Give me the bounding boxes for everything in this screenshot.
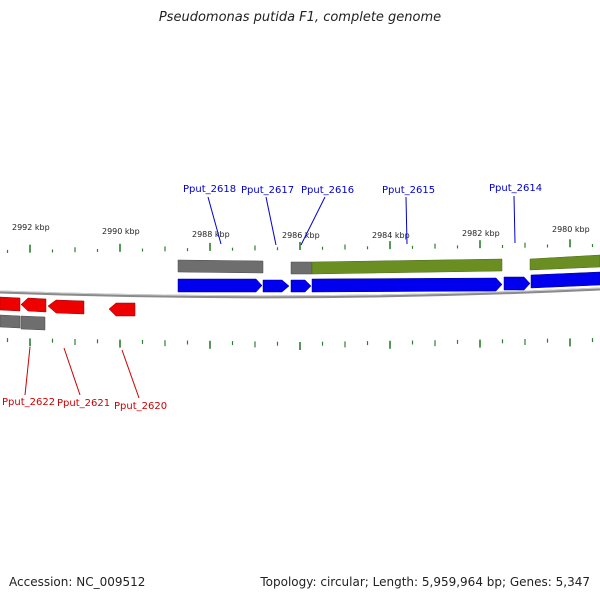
reverse-cds-track bbox=[0, 296, 136, 317]
forward-cds-track bbox=[177, 271, 600, 293]
gene-label-pput-2620[interactable]: Pput_2620 bbox=[114, 401, 167, 412]
gene-label-pput-2615[interactable]: Pput_2615 bbox=[382, 185, 435, 196]
genome-summary-text: Topology: circular; Length: 5,959,964 bp… bbox=[260, 575, 590, 589]
gene-label-pput-2618[interactable]: Pput_2618 bbox=[183, 184, 236, 195]
cds-arrow-pput-2622[interactable] bbox=[20, 297, 47, 313]
feature-track bbox=[177, 254, 600, 275]
cds-arrow-pput-2617[interactable] bbox=[262, 279, 290, 293]
feature-track-lower bbox=[0, 314, 46, 331]
cds-arrow-pput-2615[interactable] bbox=[311, 277, 503, 293]
gray-feature-block[interactable] bbox=[290, 261, 313, 275]
accession-text: Accession: NC_009512 bbox=[9, 575, 146, 589]
cds-arrow-reverse[interactable] bbox=[0, 296, 21, 312]
gene-label-pput-2614[interactable]: Pput_2614 bbox=[489, 183, 542, 194]
gene-label-leaders-bottom bbox=[24, 346, 140, 399]
scale-label: 2992 kbp bbox=[12, 223, 50, 232]
gene-labels-bottom: Pput_2622 Pput_2621 Pput_2620 bbox=[2, 397, 167, 412]
scale-ticks-top bbox=[6, 239, 594, 253]
gray-feature-block[interactable] bbox=[0, 314, 21, 329]
genome-backbone bbox=[0, 287, 600, 299]
scale-label: 2980 kbp bbox=[552, 225, 590, 234]
scale-label: 2984 kbp bbox=[372, 231, 410, 240]
green-feature-block[interactable] bbox=[311, 258, 503, 275]
gene-label-pput-2621[interactable]: Pput_2621 bbox=[57, 398, 110, 409]
cds-arrow-forward[interactable] bbox=[530, 271, 600, 289]
scale-ticks-bottom bbox=[6, 338, 594, 350]
green-feature-block[interactable] bbox=[529, 254, 600, 271]
scale-label: 2986 kbp bbox=[282, 231, 320, 240]
gene-labels-top: Pput_2618 Pput_2617 Pput_2616 Pput_2615 … bbox=[183, 183, 542, 196]
cds-arrow-pput-2614[interactable] bbox=[503, 276, 531, 291]
genome-backbone-highlight bbox=[0, 287, 600, 297]
gene-label-leaders-top bbox=[207, 195, 516, 246]
map-title: Pseudomonas putida F1, complete genome bbox=[158, 10, 442, 25]
scale-label: 2988 kbp bbox=[192, 230, 230, 239]
scale-label: 2982 kbp bbox=[462, 229, 500, 238]
cds-arrow-pput-2618[interactable] bbox=[177, 278, 263, 293]
gray-feature-block[interactable] bbox=[177, 259, 264, 274]
scale-label: 2990 kbp bbox=[102, 227, 140, 236]
cds-arrow-pput-2621[interactable] bbox=[47, 299, 85, 315]
gene-label-pput-2622[interactable]: Pput_2622 bbox=[2, 397, 55, 408]
gray-feature-block[interactable] bbox=[20, 315, 46, 331]
gene-label-pput-2617[interactable]: Pput_2617 bbox=[241, 185, 294, 196]
cds-arrow-pput-2620[interactable] bbox=[108, 302, 136, 317]
scale-labels: 2992 kbp 2990 kbp 2988 kbp 2986 kbp 2984 kbp… bbox=[12, 223, 590, 240]
gene-label-pput-2616[interactable]: Pput_2616 bbox=[301, 185, 354, 196]
cds-arrow-pput-2616[interactable] bbox=[290, 279, 312, 293]
